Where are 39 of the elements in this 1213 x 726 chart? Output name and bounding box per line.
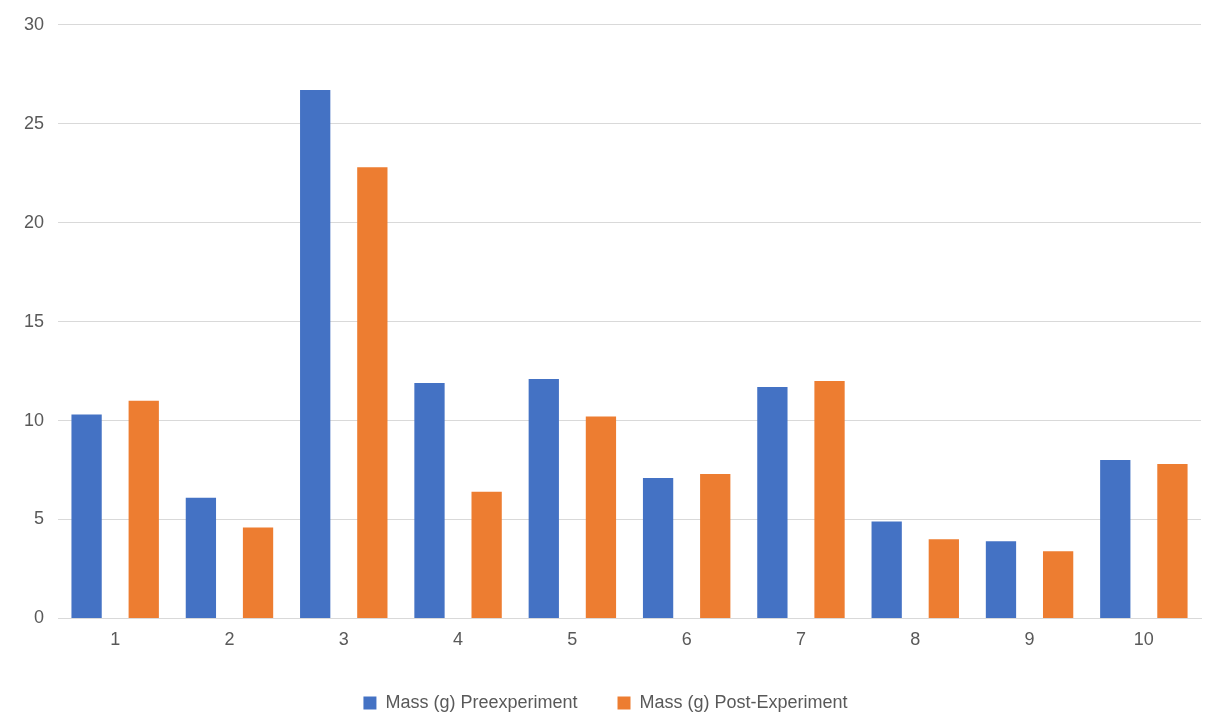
bar <box>242 527 274 618</box>
x-tick-label: 4 <box>453 629 464 650</box>
bar <box>71 414 102 618</box>
bar <box>928 539 959 618</box>
x-tick-label: 10 <box>1133 629 1154 650</box>
x-tick-label: 6 <box>681 629 692 650</box>
bar <box>585 416 617 618</box>
y-tick-label: 25 <box>23 112 45 133</box>
bar <box>357 167 388 618</box>
bar <box>985 541 1017 618</box>
x-tick-label: 3 <box>338 629 349 650</box>
y-tick-label: 20 <box>23 211 45 232</box>
bar <box>757 386 788 618</box>
y-tick-label: 10 <box>23 409 45 430</box>
bar <box>642 477 674 618</box>
bar <box>528 378 559 618</box>
bar <box>471 491 502 618</box>
legend-label: Mass (g) Preexperiment <box>385 691 578 712</box>
x-tick-label: 9 <box>1024 629 1035 650</box>
bar <box>185 497 217 618</box>
bar <box>1042 551 1074 618</box>
y-tick-label: 5 <box>34 508 45 529</box>
x-tick-label: 5 <box>567 629 578 650</box>
y-tick-label: 30 <box>23 13 45 34</box>
bar <box>1157 464 1188 618</box>
bar <box>128 400 159 618</box>
y-tick-label: 15 <box>23 310 45 331</box>
x-tick-label: 2 <box>224 629 235 650</box>
bar <box>414 382 445 618</box>
bar <box>1100 460 1131 618</box>
bar <box>300 90 331 618</box>
x-tick-label: 8 <box>910 629 921 650</box>
x-tick-label: 1 <box>110 629 121 650</box>
bar <box>871 521 902 618</box>
bar <box>814 380 845 618</box>
y-tick-label: 0 <box>34 607 45 628</box>
legend-label: Mass (g) Post-Experiment <box>639 691 848 712</box>
x-tick-label: 7 <box>795 629 806 650</box>
bar <box>700 473 731 618</box>
